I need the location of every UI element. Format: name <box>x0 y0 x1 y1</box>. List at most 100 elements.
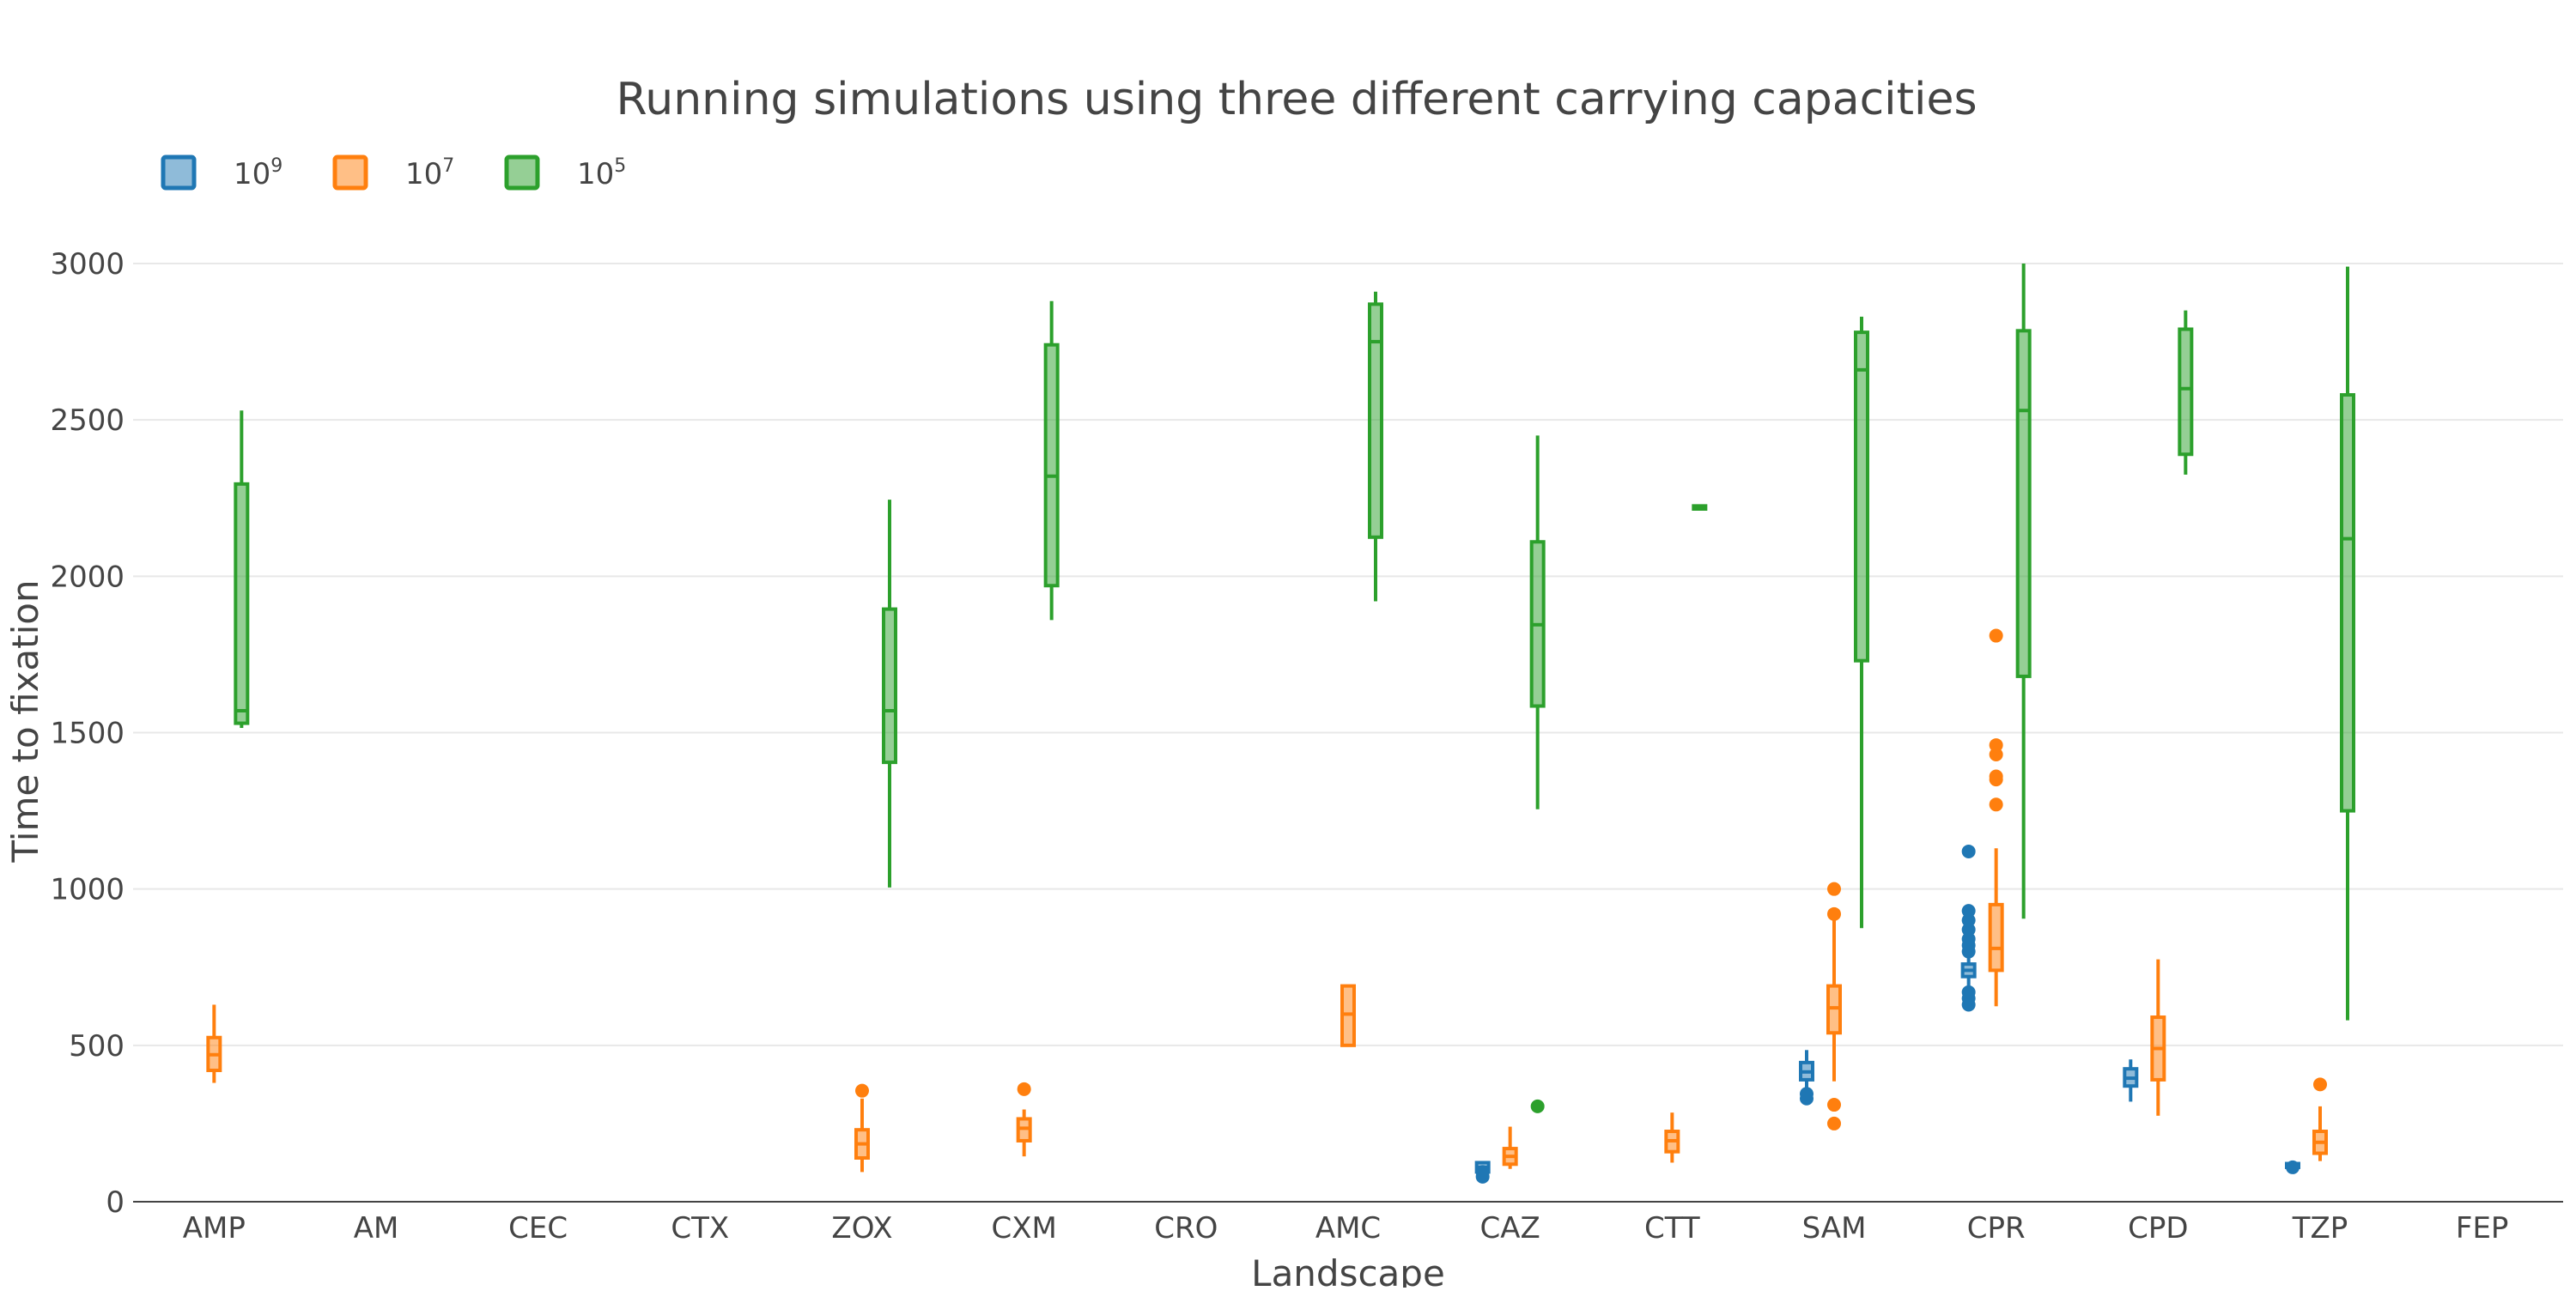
x-axis-title: Landscape <box>1251 1252 1445 1288</box>
outlier-point <box>2313 1077 2327 1092</box>
x-tick-label-cpd: CPD <box>2128 1211 2188 1246</box>
box-tzp-10-5[interactable] <box>2340 266 2355 1021</box>
x-tick-label-ctt: CTT <box>1644 1211 1700 1246</box>
x-tick-label-am: AM <box>354 1211 399 1246</box>
box-cxm-10-5[interactable] <box>1043 300 1060 621</box>
box-tzp-10-9[interactable] <box>2285 1160 2300 1174</box>
outlier-point <box>1827 1098 1841 1112</box>
outlier-point <box>1475 1165 1490 1179</box>
outlier-point <box>1827 882 1841 896</box>
box-iqr <box>1854 330 1869 663</box>
box-iqr <box>234 482 250 725</box>
box-iqr <box>882 607 897 765</box>
box-iqr <box>1368 302 1383 539</box>
series-10-5 <box>234 264 2355 1113</box>
outlier-point <box>1827 906 1841 921</box>
box-sam-10-5[interactable] <box>1854 316 1869 929</box>
box-amp-10-5[interactable] <box>234 410 250 729</box>
legend-item-10-9[interactable]: 109 <box>161 155 283 191</box>
outlier-point <box>1989 738 2003 753</box>
box-sam-10-9[interactable] <box>1799 1050 1814 1106</box>
outlier-point <box>2286 1160 2300 1174</box>
box-caz-10-9[interactable] <box>1474 1161 1491 1184</box>
y-tick-label: 3000 <box>50 247 125 282</box>
x-tick-label-caz: CAZ <box>1480 1211 1540 1246</box>
legend-item-10-7[interactable]: 107 <box>332 155 454 191</box>
box-zox-10-7[interactable] <box>854 1083 870 1173</box>
series-10-7 <box>206 628 2328 1173</box>
y-tick-label: 2500 <box>50 403 125 438</box>
x-tick-label-sam: SAM <box>1802 1211 1867 1246</box>
box-cpr-10-5[interactable] <box>2015 264 2032 919</box>
outlier-point <box>1961 923 1976 937</box>
outlier-point <box>855 1083 869 1098</box>
outlier-point <box>1530 1099 1545 1113</box>
outlier-point <box>1961 844 1976 858</box>
x-tick-label-ctx: CTX <box>671 1211 729 1246</box>
box-iqr <box>1043 342 1060 588</box>
y-axis-ticks: 0 500 1000 1500 2000 2500 3000 <box>50 247 125 1220</box>
box-cpd-10-7[interactable] <box>2150 959 2166 1116</box>
outlier-point <box>1989 797 2003 812</box>
box-sam-10-7[interactable] <box>1826 882 1842 1130</box>
outlier-point <box>1961 985 1976 999</box>
box-iqr <box>2178 327 2194 457</box>
x-tick-label-cxm: CXM <box>991 1211 1056 1246</box>
box-cxm-10-7[interactable] <box>1016 1082 1032 1157</box>
x-tick-label-cec: CEC <box>508 1211 568 1246</box>
y-tick-label: 2000 <box>50 560 125 594</box>
box-iqr <box>2015 329 2032 678</box>
legend-swatch <box>161 155 197 191</box>
box-iqr <box>2340 393 2355 813</box>
outlier-point <box>1827 1116 1841 1130</box>
y-axis-title: Time to fixation <box>4 579 46 863</box>
outlier-point <box>1961 931 1976 946</box>
legend-item-10-5[interactable]: 105 <box>504 155 626 191</box>
outlier-point <box>1989 628 2003 643</box>
chart-title: Running simulations using three differen… <box>616 74 1977 125</box>
y-tick-label: 0 <box>106 1185 125 1220</box>
box-cpr-10-9[interactable] <box>1960 844 1977 1012</box>
box-cpd-10-5[interactable] <box>2178 310 2194 475</box>
y-tick-label: 500 <box>69 1029 125 1064</box>
x-tick-label-amp: AMP <box>183 1211 246 1246</box>
box-amc-10-5[interactable] <box>1368 291 1383 602</box>
x-tick-label-zox: ZOX <box>831 1211 892 1246</box>
legend-label: 105 <box>577 155 626 191</box>
box-amc-10-7[interactable] <box>1340 984 1356 1047</box>
legend-swatch <box>504 155 540 191</box>
outlier-point <box>1989 748 2003 762</box>
box-cpr-10-7[interactable] <box>1988 628 2004 1007</box>
legend[interactable]: 109 107 105 <box>161 155 626 191</box>
outlier-point <box>1017 1082 1031 1096</box>
legend-label: 109 <box>234 155 283 191</box>
x-tick-label-cpr: CPR <box>1967 1211 2026 1246</box>
y-tick-label: 1500 <box>50 717 125 751</box>
x-tick-label-tzp: TZP <box>2292 1211 2348 1246</box>
box-ctt-10-5[interactable] <box>1692 504 1708 512</box>
box-ctt-10-7[interactable] <box>1664 1112 1680 1163</box>
gridlines <box>133 263 2563 1203</box>
box-tzp-10-7[interactable] <box>2312 1077 2328 1161</box>
x-tick-label-amc: AMC <box>1315 1211 1381 1246</box>
legend-label: 107 <box>405 155 454 191</box>
y-tick-label: 1000 <box>50 873 125 907</box>
box-amp-10-7[interactable] <box>206 1004 222 1083</box>
box-iqr <box>1988 902 2004 973</box>
outlier-point <box>1961 913 1976 928</box>
outlier-point <box>1989 769 2003 784</box>
box-caz-10-7[interactable] <box>1502 1126 1518 1169</box>
series-10-9 <box>1474 844 2300 1184</box>
outlier-point <box>1800 1087 1814 1101</box>
boxes[interactable] <box>206 264 2355 1184</box>
x-tick-label-cro: CRO <box>1154 1211 1218 1246</box>
outlier-point <box>1961 904 1976 918</box>
box-cpd-10-9[interactable] <box>2123 1059 2139 1102</box>
x-tick-label-fep: FEP <box>2456 1211 2509 1246</box>
box-zox-10-5[interactable] <box>882 500 897 888</box>
box-caz-10-5[interactable] <box>1529 435 1546 1113</box>
legend-swatch <box>332 155 368 191</box>
x-axis-ticks: AMP AM CEC CTX ZOX CXM CRO AMC CAZ CTT SAM CPR CPD TZ… <box>183 1211 2509 1246</box>
